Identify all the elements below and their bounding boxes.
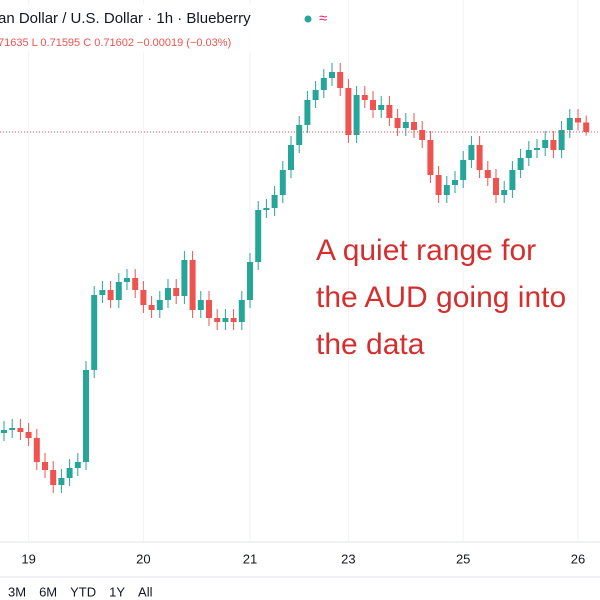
candle-body bbox=[132, 278, 139, 290]
candle-body bbox=[140, 290, 147, 305]
annotation-text: the AUD going into bbox=[316, 281, 566, 314]
candle-body bbox=[197, 300, 204, 310]
candle-body bbox=[525, 150, 532, 158]
candle-body bbox=[558, 130, 565, 150]
candle-body bbox=[288, 145, 294, 170]
range-button[interactable]: All bbox=[138, 584, 153, 599]
candle-body bbox=[509, 170, 516, 190]
candle-body bbox=[419, 130, 426, 140]
x-tick-label: 23 bbox=[341, 551, 355, 566]
x-axis: 19 20 21 23 25 26 bbox=[21, 551, 585, 566]
candle-body bbox=[542, 140, 549, 148]
wave-icon: ≈ bbox=[319, 10, 327, 27]
candle-body bbox=[124, 278, 130, 282]
header-bg bbox=[0, 4, 330, 52]
x-tick-label: 26 bbox=[571, 551, 585, 566]
candle-body bbox=[189, 260, 196, 310]
candle-body bbox=[402, 122, 409, 128]
candle-body bbox=[66, 468, 73, 478]
candle-body bbox=[156, 300, 163, 310]
ohlc-line: 71635 L 0.71595 C 0.71602 −0.00019 (−0.0… bbox=[0, 37, 231, 49]
candle-body bbox=[394, 118, 401, 128]
candle-body bbox=[25, 432, 32, 438]
candle-body bbox=[304, 100, 311, 125]
candle-body bbox=[33, 438, 40, 462]
candle-body bbox=[206, 300, 212, 318]
x-tick-label: 21 bbox=[243, 551, 257, 566]
range-button[interactable]: 3M bbox=[8, 584, 26, 599]
candle-body bbox=[238, 300, 245, 322]
candle-body bbox=[263, 208, 270, 210]
candle-body bbox=[370, 100, 376, 110]
candle-body bbox=[345, 88, 352, 135]
candle-body bbox=[361, 95, 368, 100]
candle-body bbox=[181, 260, 188, 296]
annotation-text: the data bbox=[316, 328, 425, 361]
x-tick-label: 20 bbox=[136, 551, 150, 566]
candle-body bbox=[329, 72, 335, 78]
candle-body bbox=[378, 105, 385, 110]
candle-body bbox=[9, 428, 16, 430]
candle-body bbox=[484, 170, 491, 178]
candle-body bbox=[353, 95, 360, 135]
candle-body bbox=[435, 175, 442, 195]
candle-body bbox=[443, 185, 450, 195]
candle-body bbox=[91, 295, 98, 370]
candle-body bbox=[566, 118, 573, 130]
symbol-title: an Dollar / U.S. Dollar · 1h · Blueberry bbox=[0, 10, 251, 27]
candle-body bbox=[165, 288, 171, 300]
x-tick-label: 19 bbox=[21, 551, 35, 566]
candle-body bbox=[476, 145, 483, 170]
candle-body bbox=[517, 158, 524, 170]
candle-body bbox=[296, 125, 303, 145]
candle-body bbox=[1, 430, 7, 433]
candle-body bbox=[452, 180, 458, 185]
candle-body bbox=[583, 122, 590, 132]
candle-body bbox=[411, 122, 417, 130]
candle-body bbox=[222, 318, 229, 322]
candle-body bbox=[173, 288, 180, 296]
candle-body bbox=[83, 370, 89, 462]
candle-body bbox=[50, 470, 57, 485]
candle-body bbox=[501, 190, 508, 195]
candle-body bbox=[74, 462, 81, 468]
annotation-text: A quiet range for bbox=[316, 234, 536, 267]
candle-body bbox=[58, 478, 65, 485]
plot bbox=[0, 0, 600, 542]
candle-body bbox=[230, 318, 237, 322]
range-button[interactable]: 1Y bbox=[109, 584, 125, 599]
candle-body bbox=[42, 462, 48, 470]
candle-body bbox=[337, 72, 344, 88]
candle-body bbox=[115, 282, 122, 300]
candle-body bbox=[279, 170, 286, 195]
range-buttons: 3M 6M YTD 1Y All bbox=[8, 584, 153, 599]
candle-body bbox=[575, 118, 581, 123]
candle-body bbox=[247, 262, 253, 300]
candle-body bbox=[312, 90, 319, 100]
candle-body bbox=[99, 290, 106, 295]
candle-body bbox=[17, 428, 24, 432]
x-tick-label: 25 bbox=[456, 551, 470, 566]
candle-body bbox=[271, 195, 278, 208]
status-dot bbox=[304, 15, 312, 23]
candle-body bbox=[427, 140, 434, 175]
candle-body bbox=[468, 145, 475, 160]
annotation: A quiet range for the AUD going into the d… bbox=[316, 234, 566, 361]
range-button[interactable]: 6M bbox=[39, 584, 57, 599]
candle-body bbox=[255, 210, 262, 262]
candle-body bbox=[214, 318, 221, 322]
candle-body bbox=[320, 78, 327, 90]
candle-body bbox=[534, 148, 540, 150]
candle-body bbox=[386, 105, 393, 118]
candle-body bbox=[550, 140, 557, 150]
range-button[interactable]: YTD bbox=[70, 584, 96, 599]
candle-body bbox=[148, 305, 155, 310]
candle-body bbox=[107, 290, 114, 300]
candle-body bbox=[493, 178, 499, 195]
candle-body bbox=[460, 160, 467, 180]
